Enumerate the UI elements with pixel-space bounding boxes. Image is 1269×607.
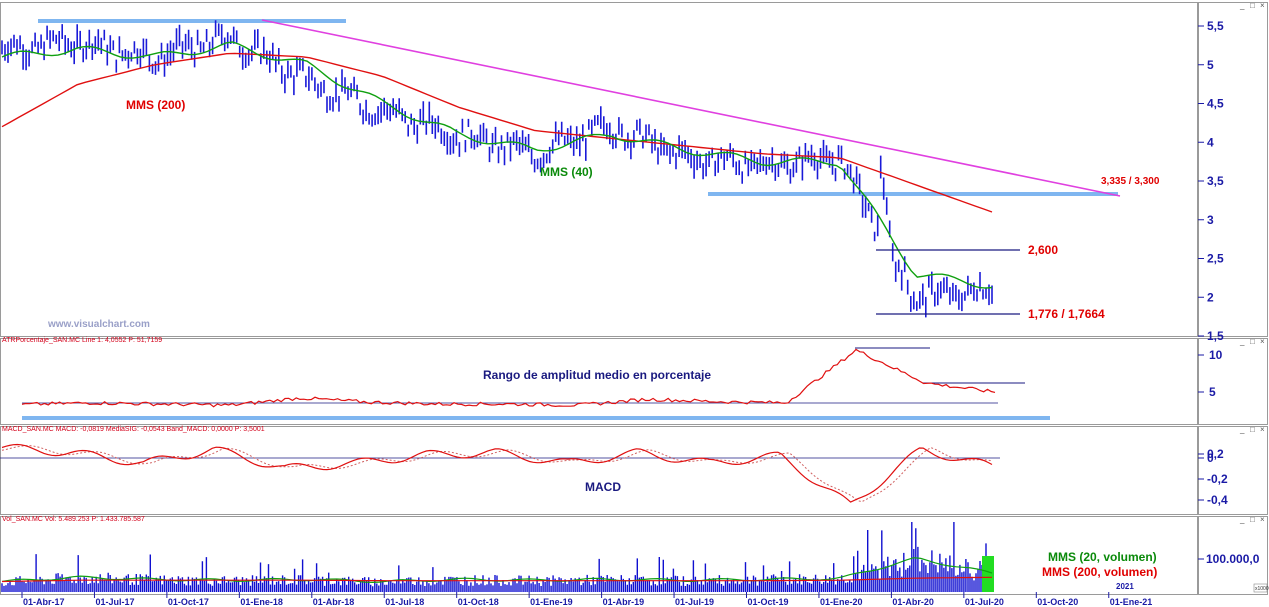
volume-legend-ma200: MMS (200, volumen) <box>1042 565 1157 579</box>
x-tick-label: 01-Jul-20 <box>965 597 1004 607</box>
close-button[interactable]: × <box>1260 425 1265 434</box>
y-axes: 5,5 5 4,5 4 3,5 3 2,5 2 1,5 10 5 0,20 -0,2 -0,4 100.00… <box>1198 19 1269 593</box>
x-tick-label: 01-Oct-18 <box>458 597 499 607</box>
x-tick-label: 01-Abr-20 <box>892 597 934 607</box>
maximize-button[interactable]: □ <box>1250 337 1255 346</box>
macd-line <box>1 443 993 503</box>
axis-frame <box>1198 426 1268 515</box>
axis-frame <box>1198 2 1268 337</box>
volume-histogram <box>1 522 993 592</box>
level-high-label: 2,600 <box>1028 243 1058 257</box>
price-tick-label: 3 <box>1207 213 1214 227</box>
volume-tick-label: 100.000,0 <box>1206 552 1260 566</box>
x-tick-label: 01-Abr-18 <box>313 597 355 607</box>
atr-tick-label: 10 <box>1209 348 1223 362</box>
x-tick-label: 01-Abr-17 <box>23 597 65 607</box>
panel-frame <box>0 516 1198 595</box>
maximize-button[interactable]: □ <box>1250 1 1255 10</box>
panel-frame <box>0 338 1198 425</box>
mms40-label: MMS (40) <box>540 165 593 179</box>
macd-panel-header: MACD_SAN.MC MACD: -0,0819 MediaSIG: -0,0… <box>2 426 265 433</box>
minimize-button[interactable]: _ <box>1239 1 1245 10</box>
x-tick-label: 01-Ene-20 <box>820 597 863 607</box>
resistance-label: 3,335 / 3,300 <box>1101 176 1160 187</box>
mms40-line <box>1 41 993 289</box>
support-resistance-lines <box>38 19 1118 196</box>
volume-scale-label: x1000 <box>1255 586 1269 592</box>
price-tick-label: 4 <box>1207 135 1214 149</box>
x-tick-label: 01-Ene-19 <box>530 597 573 607</box>
panel-frame <box>0 426 1198 515</box>
macd-tick-label: 0 <box>1207 451 1214 465</box>
axis-frame <box>1198 516 1268 595</box>
atr-title: Rango de amplitud medio en porcentaje <box>483 368 711 382</box>
panel-frame <box>0 2 1198 337</box>
x-tick-label: 01-Abr-19 <box>603 597 645 607</box>
price-tick-label: 2 <box>1207 290 1214 304</box>
price-tick-label: 5,5 <box>1207 19 1224 33</box>
x-axis: 01-Abr-17 01-Jul-17 01-Oct-17 01-Ene-18 01-A… <box>21 592 1153 607</box>
watermark: www.visualchart.com <box>47 319 150 330</box>
volume-legend-ma20: MMS (20, volumen) <box>1048 550 1157 564</box>
atr-tick-label: 5 <box>1209 385 1216 399</box>
close-button[interactable]: × <box>1260 515 1265 524</box>
price-tick-label: 2,5 <box>1207 252 1224 266</box>
x-tick-label: 01-Jul-17 <box>95 597 134 607</box>
mms200-line <box>1 52 993 213</box>
volume-panel-header: Vol_SAN.MC Vol: 5.489.253 P: 1.433.785.5… <box>2 516 145 523</box>
macd-tick-label: -0,4 <box>1207 493 1228 507</box>
level-low-label: 1,776 / 1,7664 <box>1028 307 1105 321</box>
volume-ma200-line <box>1 576 993 583</box>
minimize-button[interactable]: _ <box>1239 515 1245 524</box>
minimize-button[interactable]: _ <box>1239 337 1245 346</box>
macd-title: MACD <box>585 480 621 494</box>
panel-frames <box>0 2 1268 595</box>
x-tick-label: 01-Jul-18 <box>385 597 424 607</box>
macd-tick-label: 0,2 <box>1207 447 1224 461</box>
mms200-label: MMS (200) <box>126 98 185 112</box>
macd-signal-line <box>1 445 993 503</box>
price-tick-label: 4,5 <box>1207 97 1224 111</box>
volume-panel[interactable]: Vol_SAN.MC Vol: 5.489.253 P: 1.433.785.5… <box>1 516 1157 592</box>
x-tick-label: 01-Oct-19 <box>748 597 789 607</box>
volume-last-bar-highlight <box>982 556 994 592</box>
price-ohlc-bars <box>1 20 993 318</box>
minimize-button[interactable]: _ <box>1239 425 1245 434</box>
x-tick-label: 01-Ene-18 <box>240 597 283 607</box>
x-tick-label: 01-Ene-21 <box>1110 597 1153 607</box>
macd-tick-label: -0,2 <box>1207 472 1228 486</box>
x-tick-label: 01-Oct-17 <box>168 597 209 607</box>
price-panel[interactable]: MMS (200) MMS (40) 3,335 / 3,300 2,600 1… <box>1 19 1160 330</box>
axis-frame <box>1198 338 1268 425</box>
macd-panel[interactable]: MACD_SAN.MC MACD: -0,0819 MediaSIG: -0,0… <box>0 426 1000 503</box>
close-button[interactable]: × <box>1260 337 1265 346</box>
volume-bars <box>1 522 993 592</box>
panel-window-buttons[interactable]: _ □ × _ □ × _ □ × _ □ × <box>1239 1 1265 524</box>
downtrend-line[interactable] <box>261 19 1121 197</box>
x-tick-label: 01-Oct-20 <box>1037 597 1078 607</box>
maximize-button[interactable]: □ <box>1250 425 1255 434</box>
atr-panel[interactable]: ATRPorcentaje_SAN.MC Line 1: 4,0552 P: 5… <box>2 337 1050 420</box>
x-tick-label: 01-Jul-19 <box>675 597 714 607</box>
price-tick-label: 1,5 <box>1207 329 1224 343</box>
atr-line <box>21 348 996 408</box>
volume-scale-box <box>1253 583 1268 593</box>
maximize-button[interactable]: □ <box>1250 515 1255 524</box>
close-button[interactable]: × <box>1260 1 1265 10</box>
atr-panel-header: ATRPorcentaje_SAN.MC Line 1: 4,0552 P: 5… <box>2 337 162 344</box>
volume-year-label: 2021 <box>1116 582 1134 591</box>
price-tick-label: 5 <box>1207 58 1214 72</box>
price-bars <box>1 20 993 318</box>
price-tick-label: 3,5 <box>1207 174 1224 188</box>
